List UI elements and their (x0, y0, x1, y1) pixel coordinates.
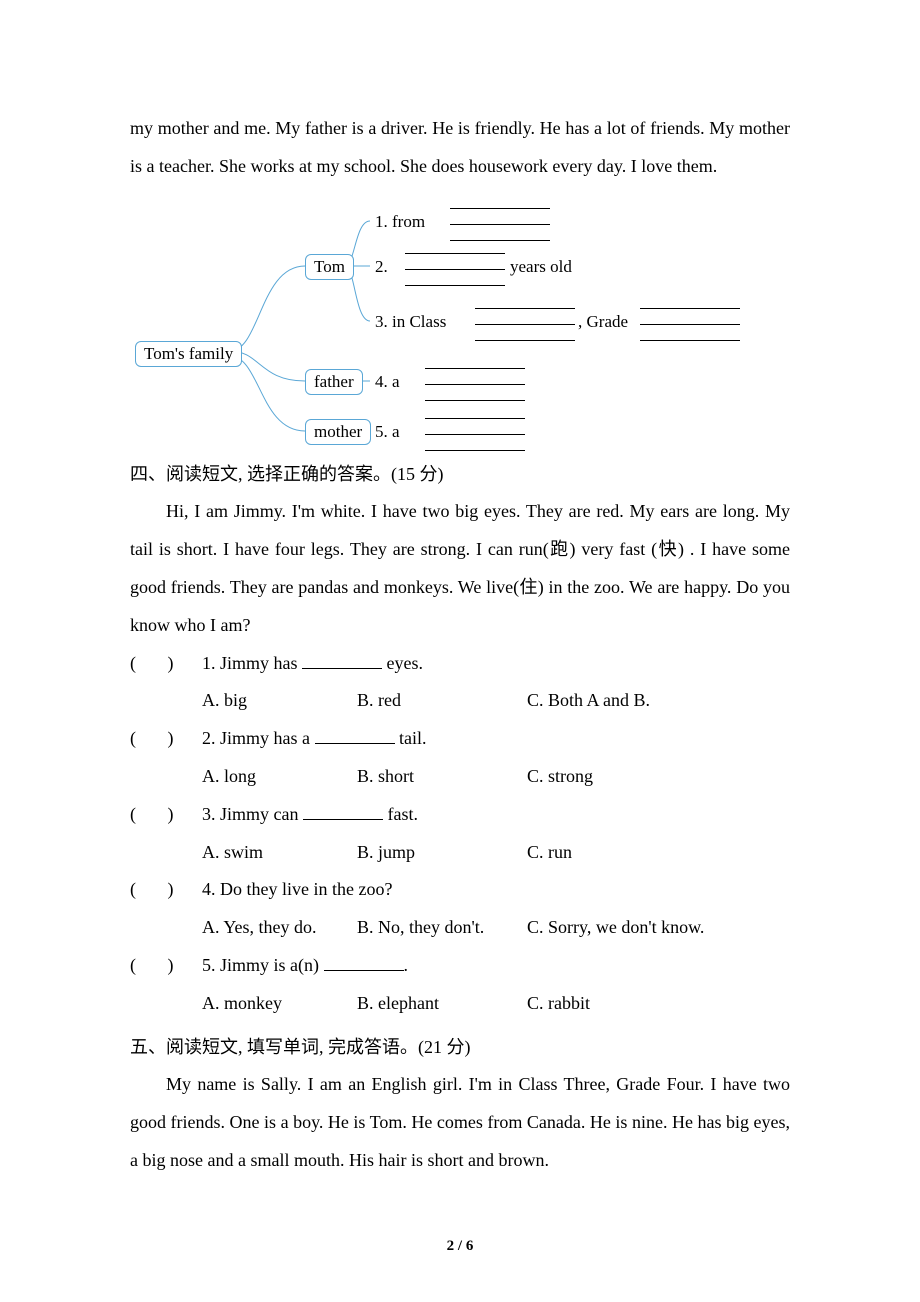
q1-text: 1. Jimmy has eyes. (202, 645, 790, 683)
item3-prefix: 3. in Class (375, 312, 446, 331)
q5-optC[interactable]: C. rabbit (527, 985, 790, 1023)
q2-text: 2. Jimmy has a tail. (202, 720, 790, 758)
q4-text: 4. Do they live in the zoo? (202, 871, 790, 909)
q1-optB[interactable]: B. red (357, 682, 527, 720)
q5-optB[interactable]: B. elephant (357, 985, 527, 1023)
q5: ( ) 5. Jimmy is a(n) . (130, 947, 790, 985)
q3-optC[interactable]: C. run (527, 834, 790, 872)
section-4-passage: Hi, I am Jimmy. I'm white. I have two bi… (130, 493, 790, 644)
q3-paren[interactable]: ( ) (130, 796, 202, 834)
q3-optB[interactable]: B. jump (357, 834, 527, 872)
q3: ( ) 3. Jimmy can fast. (130, 796, 790, 834)
item2-blanks (405, 241, 505, 289)
node-father: father (305, 369, 363, 395)
node-root: Tom's family (135, 341, 242, 367)
q1-paren[interactable]: ( ) (130, 645, 202, 683)
q1-optA[interactable]: A. big (202, 682, 357, 720)
q5-text: 5. Jimmy is a(n) . (202, 947, 790, 985)
q2-paren[interactable]: ( ) (130, 720, 202, 758)
item4-prefix: 4. a (375, 372, 400, 391)
q2: ( ) 2. Jimmy has a tail. (130, 720, 790, 758)
item2-suffix: years old (510, 257, 572, 277)
q3-optA[interactable]: A. swim (202, 834, 357, 872)
item1-prefix: 1. from (375, 212, 425, 231)
q2-options: A. long B. short C. strong (202, 758, 790, 796)
q4: ( ) 4. Do they live in the zoo? (130, 871, 790, 909)
section-5-title: 五、阅读短文, 填写单词, 完成答语。(21 分) (130, 1029, 790, 1067)
item3-blanks-b (640, 296, 740, 344)
diagram-item-1: 1. from (375, 212, 425, 232)
section-5-passage: My name is Sally. I am an English girl. … (130, 1066, 790, 1179)
item5-prefix: 5. a (375, 422, 400, 441)
section-4-title: 四、阅读短文, 选择正确的答案。(15 分) (130, 456, 790, 494)
item3-blanks-a (475, 296, 575, 344)
q4-optA[interactable]: A. Yes, they do. (202, 909, 357, 947)
diagram-item-2: 2. (375, 257, 388, 277)
page: my mother and me. My father is a driver.… (0, 0, 920, 1302)
diagram-toms-family: Tom's family Tom father mother 1. from 2… (130, 186, 790, 446)
diagram-item-4: 4. a (375, 372, 400, 392)
node-mother: mother (305, 419, 371, 445)
q1: ( ) 1. Jimmy has eyes. (130, 645, 790, 683)
item2-prefix: 2. (375, 257, 388, 276)
page-footer: 2 / 6 (0, 1231, 920, 1263)
section-4-questions: ( ) 1. Jimmy has eyes. A. big B. red C. … (130, 645, 790, 1023)
q1-optC[interactable]: C. Both A and B. (527, 682, 790, 720)
q5-paren[interactable]: ( ) (130, 947, 202, 985)
item3-mid: , Grade (578, 312, 628, 332)
q5-optA[interactable]: A. monkey (202, 985, 357, 1023)
q5-options: A. monkey B. elephant C. rabbit (202, 985, 790, 1023)
item1-blanks (450, 196, 550, 244)
q2-optA[interactable]: A. long (202, 758, 357, 796)
q4-paren[interactable]: ( ) (130, 871, 202, 909)
q3-text: 3. Jimmy can fast. (202, 796, 790, 834)
diagram-item-5: 5. a (375, 422, 400, 442)
q2-optB[interactable]: B. short (357, 758, 527, 796)
node-tom: Tom (305, 254, 354, 280)
diagram-item-3: 3. in Class (375, 312, 446, 332)
q2-optC[interactable]: C. strong (527, 758, 790, 796)
q4-options: A. Yes, they do. B. No, they don't. C. S… (202, 909, 790, 947)
passage-1: my mother and me. My father is a driver.… (130, 110, 790, 186)
q4-optC[interactable]: C. Sorry, we don't know. (527, 909, 790, 947)
q3-options: A. swim B. jump C. run (202, 834, 790, 872)
q1-options: A. big B. red C. Both A and B. (202, 682, 790, 720)
q4-optB[interactable]: B. No, they don't. (357, 909, 527, 947)
item5-blanks (425, 406, 525, 454)
item4-blanks (425, 356, 525, 404)
